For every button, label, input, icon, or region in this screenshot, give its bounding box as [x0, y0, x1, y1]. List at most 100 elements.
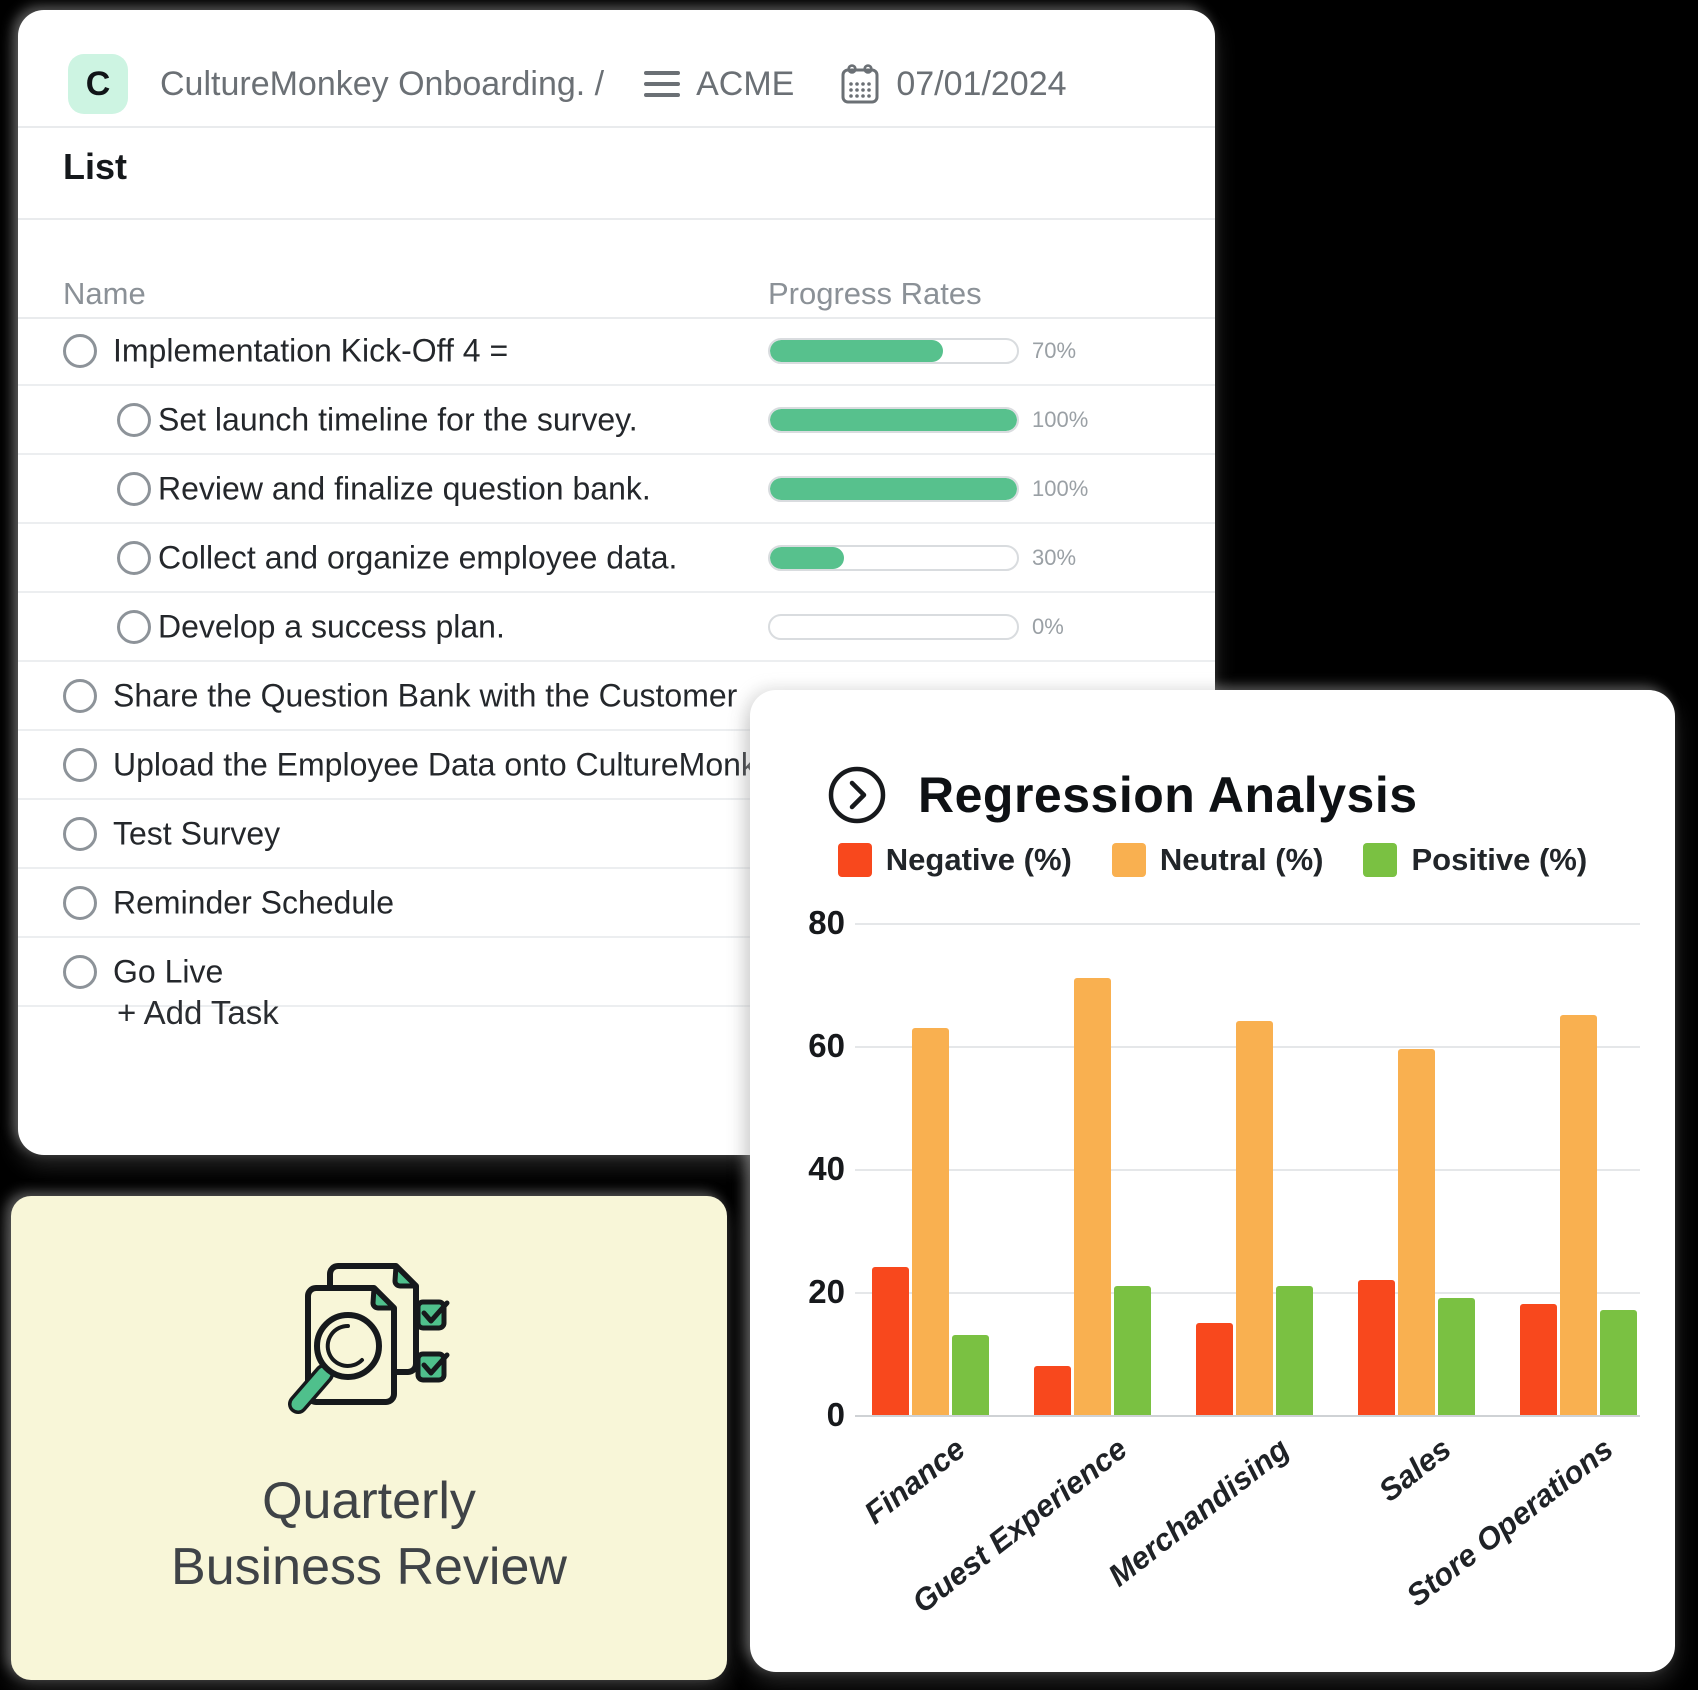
task-label: Go Live	[113, 953, 224, 989]
task-status-circle[interactable]	[117, 402, 151, 437]
bar-neutral-sales	[1397, 1049, 1435, 1415]
task-row: Share the Question Bank with the Custome…	[18, 662, 1215, 731]
gridline	[855, 923, 1640, 925]
due-date[interactable]: 07/01/2024	[896, 64, 1067, 103]
task-label: Implementation Kick-Off 4 =	[113, 332, 509, 368]
project-badge: C	[68, 54, 128, 114]
task-label: Share the Question Bank with the Custome…	[113, 677, 738, 713]
chart-header: Regression Analysis	[826, 764, 1418, 826]
bar-neutral-store-operations	[1559, 1015, 1597, 1415]
task-status-circle[interactable]	[63, 333, 97, 368]
progress-percentage: 100%	[1032, 406, 1089, 432]
qbr-card-title: Quarterly Business Review	[11, 1468, 727, 1600]
client-name[interactable]: ACME	[696, 64, 795, 103]
bar-positive-sales	[1437, 1298, 1475, 1415]
task-status-circle[interactable]	[63, 747, 97, 782]
bar-neutral-merchandising	[1235, 1021, 1273, 1415]
y-axis-tick: 20	[808, 1273, 845, 1310]
divider	[18, 317, 1215, 319]
task-label: Set launch timeline for the survey.	[158, 401, 638, 437]
progress-bar	[768, 613, 1019, 640]
bar-negative-merchandising	[1195, 1322, 1233, 1415]
x-axis-label: Finance	[857, 1431, 972, 1531]
bar-positive-finance	[951, 1335, 989, 1415]
task-label: Reminder Schedule	[113, 884, 395, 920]
legend-item[interactable]: Positive (%)	[1363, 842, 1587, 878]
bar-positive-guest-experience	[1113, 1285, 1151, 1415]
bar-positive-store-operations	[1599, 1310, 1637, 1415]
calendar-icon	[840, 62, 880, 106]
divider	[18, 126, 1215, 128]
board-header: C CultureMonkey Onboarding. / ACME 07/01…	[18, 40, 1215, 128]
progress-bar-fill	[770, 546, 845, 569]
y-axis-tick: 60	[808, 1027, 845, 1064]
task-status-circle[interactable]	[63, 816, 97, 851]
task-status-circle[interactable]	[117, 609, 151, 644]
progress-bar	[768, 544, 1019, 571]
progress-bar-fill	[770, 477, 1017, 500]
progress-percentage: 0%	[1032, 613, 1064, 639]
progress-bar	[768, 475, 1019, 502]
y-axis-tick: 40	[808, 1150, 845, 1187]
bar-negative-store-operations	[1519, 1304, 1557, 1415]
legend-swatch	[837, 843, 872, 877]
quarterly-business-review-card[interactable]: Quarterly Business Review	[11, 1196, 727, 1680]
hamburger-icon[interactable]	[644, 71, 681, 97]
task-label: Review and finalize question bank.	[158, 470, 651, 506]
task-row: Reminder Schedule	[18, 869, 1215, 938]
task-label: Collect and organize employee data.	[158, 539, 678, 575]
chart-title: Regression Analysis	[918, 767, 1418, 823]
legend-label: Positive (%)	[1411, 842, 1588, 877]
bar-negative-guest-experience	[1033, 1365, 1071, 1415]
task-row: Upload the Employee Data onto CultureMon…	[18, 731, 1215, 800]
x-axis-label: Sales	[1372, 1431, 1458, 1509]
task-row: Review and finalize question bank. 100%	[18, 455, 1215, 524]
task-status-circle[interactable]	[63, 954, 97, 989]
task-label: Upload the Employee Data onto CultureMon…	[113, 746, 791, 782]
section-title: List	[63, 146, 128, 187]
task-list: Implementation Kick-Off 4 = 70% Set launch…	[18, 317, 1215, 1007]
magnifier-documents-checklist-icon	[276, 1258, 462, 1431]
task-row: Collect and organize employee data. 30%	[18, 524, 1215, 593]
task-status-circle[interactable]	[63, 885, 97, 920]
y-axis-tick: 80	[808, 904, 845, 941]
bar-negative-sales	[1357, 1279, 1395, 1415]
bar-chart-plot: 0 20 40 60 80 Finance Guest Experience Merchand…	[808, 904, 1640, 1620]
task-status-circle[interactable]	[117, 540, 151, 575]
qbr-title-line2: Business Review	[171, 1538, 567, 1596]
column-header-progress: Progress Rates	[768, 276, 982, 311]
task-label: Test Survey	[113, 815, 281, 851]
chevron-right-circle-icon[interactable]	[826, 764, 888, 826]
progress-bar	[768, 406, 1019, 433]
legend-label: Negative (%)	[885, 842, 1072, 877]
chart-legend: Negative (%) Neutral (%) Positive (%)	[750, 842, 1675, 878]
onboarding-list-card: C CultureMonkey Onboarding. / ACME 07/01…	[18, 10, 1215, 1155]
legend-item[interactable]: Negative (%)	[837, 842, 1072, 878]
task-status-circle[interactable]	[117, 471, 151, 506]
qbr-title-line1: Quarterly	[262, 1472, 476, 1530]
add-task-button[interactable]: + Add Task	[117, 994, 279, 1031]
legend-swatch	[1111, 843, 1146, 877]
task-row: Set launch timeline for the survey. 100%	[18, 386, 1215, 455]
task-label: Develop a success plan.	[158, 608, 505, 644]
task-row: Implementation Kick-Off 4 = 70%	[18, 317, 1215, 386]
task-row: Test Survey	[18, 800, 1215, 869]
y-axis-tick: 0	[826, 1396, 845, 1433]
progress-bar-fill	[770, 339, 943, 362]
progress-percentage: 70%	[1032, 337, 1077, 363]
progress-bar-fill	[770, 408, 1017, 431]
legend-item[interactable]: Neutral (%)	[1111, 842, 1323, 878]
bar-neutral-guest-experience	[1073, 978, 1111, 1415]
bar-negative-finance	[871, 1267, 909, 1415]
regression-analysis-card: Regression Analysis Negative (%) Neutral …	[750, 690, 1675, 1672]
bar-positive-merchandising	[1275, 1285, 1313, 1415]
column-header-name: Name	[63, 276, 146, 311]
board-title: CultureMonkey Onboarding. /	[160, 64, 605, 103]
task-row: Develop a success plan. 0%	[18, 593, 1215, 662]
progress-percentage: 30%	[1032, 544, 1077, 570]
task-status-circle[interactable]	[63, 678, 97, 713]
progress-percentage: 100%	[1032, 475, 1089, 501]
progress-bar	[768, 337, 1019, 364]
table-header: Name Progress Rates	[18, 262, 1215, 317]
legend-swatch	[1363, 843, 1398, 877]
